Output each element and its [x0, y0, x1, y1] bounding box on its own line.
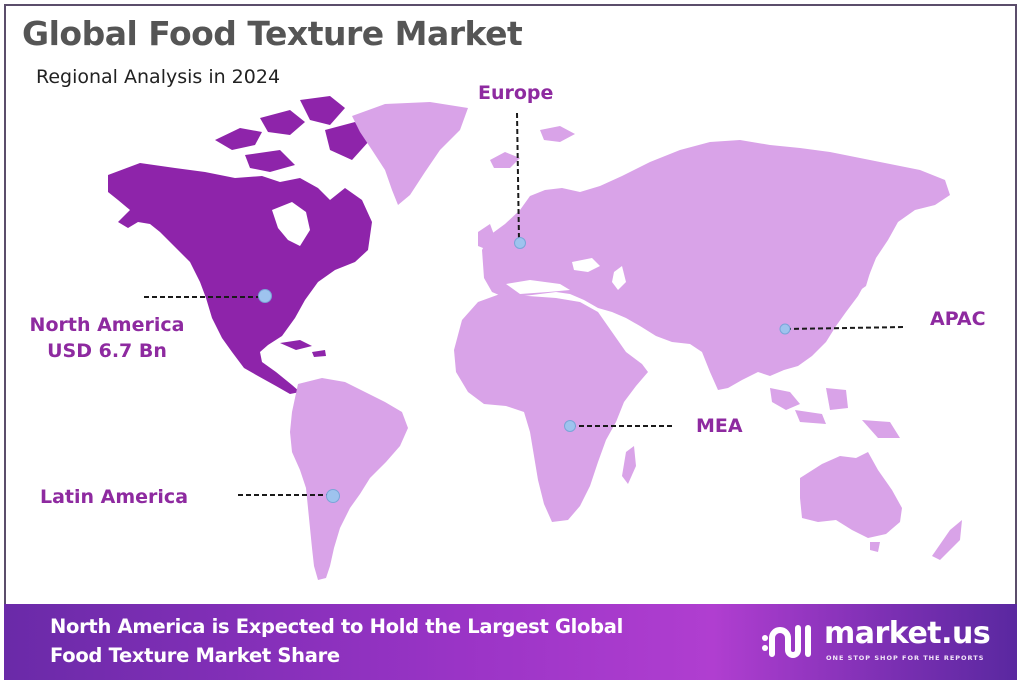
region-latin-america: [290, 378, 408, 580]
marker-europe: [514, 237, 526, 249]
connector-europe: [516, 112, 520, 242]
region-europe-asia: [482, 140, 950, 390]
label-europe: Europe: [478, 82, 554, 104]
footer-headline-line1: North America is Expected to Hold the La…: [50, 615, 624, 638]
region-australia: [800, 452, 902, 538]
marker-north-america: [258, 289, 272, 303]
page-subtitle: Regional Analysis in 2024: [36, 66, 281, 88]
marker-apac: [779, 323, 791, 335]
region-africa: [454, 294, 648, 522]
region-greenland: [352, 102, 468, 205]
footer-headline: North America is Expected to Hold the La…: [50, 612, 623, 670]
marker-latin-america: [326, 489, 340, 503]
brand-tagline: ONE STOP SHOP FOR THE REPORTS: [826, 654, 985, 662]
market-us-logo-icon: [762, 625, 811, 658]
label-north-america-value: USD 6.7 Bn: [47, 340, 167, 362]
label-north-america: North America USD 6.7 Bn: [16, 312, 198, 364]
label-latin-america: Latin America: [40, 486, 189, 508]
connector-apac: [785, 326, 907, 330]
brand-logo-block: market.us ONE STOP SHOP FOR THE REPORTS: [760, 616, 1000, 666]
page-title: Global Food Texture Market: [22, 14, 523, 53]
label-north-america-name: North America: [29, 314, 185, 336]
label-apac: APAC: [930, 308, 986, 330]
footer-banner: North America is Expected to Hold the La…: [4, 604, 1017, 680]
marker-mea: [564, 420, 576, 432]
footer-headline-line2: Food Texture Market Share: [50, 644, 340, 667]
brand-name: market.us: [824, 616, 991, 651]
label-mea: MEA: [696, 415, 743, 437]
